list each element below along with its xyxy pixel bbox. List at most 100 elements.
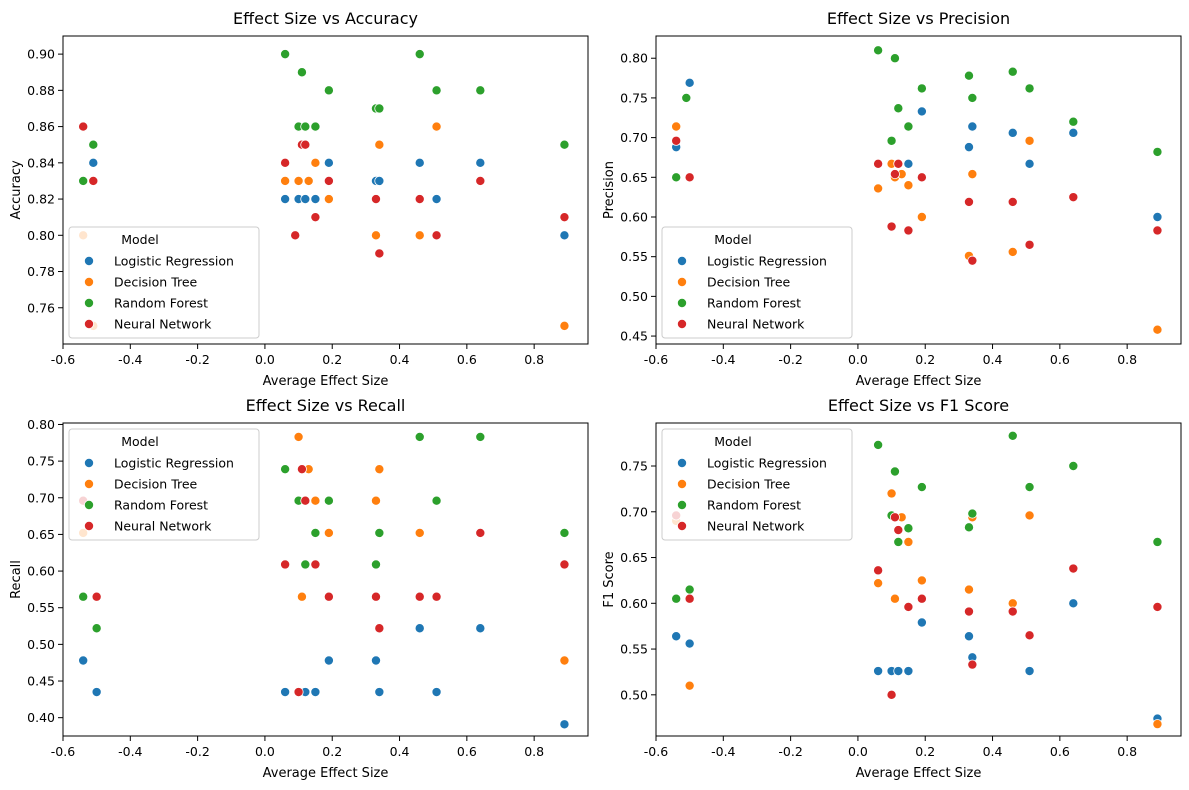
x-tick-label: 0.8 (1117, 352, 1137, 367)
legend-marker (84, 318, 95, 329)
point-neural-network (475, 527, 486, 538)
x-tick-label: 0.0 (255, 352, 275, 367)
point-random-forest (681, 92, 692, 103)
point-random-forest (280, 49, 291, 60)
point-logistic-regression (300, 194, 311, 205)
point-logistic-regression (893, 666, 904, 677)
point-random-forest (963, 522, 974, 533)
legend-label: Decision Tree (114, 275, 198, 290)
point-neural-network (963, 196, 974, 207)
y-tick-label: 0.76 (27, 300, 55, 315)
y-axis-label: F1 Score (602, 551, 617, 607)
point-neural-network (475, 175, 486, 186)
legend-label: Logistic Regression (114, 456, 234, 471)
y-tick-label: 0.50 (27, 637, 55, 652)
legend-label: Neural Network (114, 519, 212, 534)
y-tick-label: 0.55 (620, 642, 648, 657)
point-neural-network (431, 230, 442, 241)
point-decision-tree (1024, 510, 1035, 521)
legend-label: Neural Network (707, 317, 805, 332)
legend-marker (84, 276, 95, 287)
legend-marker (84, 457, 95, 468)
y-tick-label: 0.75 (620, 90, 648, 105)
point-neural-network (323, 591, 334, 602)
x-tick-label: -0.6 (51, 744, 75, 759)
point-neural-network (91, 591, 102, 602)
x-tick-label: 0.4 (983, 744, 1003, 759)
point-logistic-regression (431, 194, 442, 205)
point-decision-tree (671, 121, 682, 132)
point-neural-network (300, 495, 311, 506)
legend: Model Logistic Regression Decision Tree Ran… (661, 226, 853, 339)
point-decision-tree (873, 578, 884, 589)
point-random-forest (671, 172, 682, 183)
point-logistic-regression (280, 194, 291, 205)
x-tick-label: 0.2 (322, 744, 342, 759)
x-tick-label: -0.6 (644, 352, 668, 367)
x-tick-label: -0.2 (778, 352, 802, 367)
legend-title: Model (121, 232, 159, 247)
point-random-forest (1007, 430, 1018, 441)
y-tick-label: 0.90 (27, 47, 55, 62)
point-logistic-regression (414, 157, 425, 168)
point-decision-tree (280, 175, 291, 186)
legend-marker (84, 521, 95, 532)
point-random-forest (78, 175, 89, 186)
y-tick-label: 0.50 (620, 687, 648, 702)
point-neural-network (310, 212, 321, 223)
point-neural-network (1068, 192, 1079, 203)
y-axis-label: Accuracy (9, 160, 24, 220)
point-random-forest (280, 464, 291, 475)
point-random-forest (1007, 66, 1018, 77)
point-neural-network (903, 225, 914, 236)
scatter-points (78, 431, 570, 730)
chart-panel-3: Effect Size vs Recall -0.6 -0.4 -0.2 0.0 0.2 0… (9, 396, 589, 781)
point-decision-tree (873, 183, 884, 194)
point-decision-tree (370, 230, 381, 241)
legend-marker (84, 499, 95, 510)
point-neural-network (893, 158, 904, 169)
point-logistic-regression (916, 106, 927, 117)
point-random-forest (1152, 146, 1163, 157)
y-tick-label: 0.40 (27, 710, 55, 725)
chart-panel-4: Effect Size vs F1 Score -0.6 -0.4 -0.2 0.0 0.… (602, 396, 1182, 781)
point-random-forest (873, 439, 884, 450)
point-neural-network (889, 169, 900, 180)
point-random-forest (323, 495, 334, 506)
point-logistic-regression (963, 631, 974, 642)
y-tick-label: 0.70 (620, 504, 648, 519)
legend-box (661, 226, 853, 339)
point-logistic-regression (903, 666, 914, 677)
point-decision-tree (374, 464, 385, 475)
legend: Model Logistic Regression Decision Tree Ran… (68, 226, 260, 339)
legend-label: Logistic Regression (707, 254, 827, 269)
point-neural-network (323, 175, 334, 186)
point-neural-network (1007, 606, 1018, 617)
y-tick-label: 0.75 (27, 454, 55, 469)
x-tick-label: 0.4 (390, 352, 410, 367)
point-neural-network (370, 591, 381, 602)
point-decision-tree (967, 169, 978, 180)
point-neural-network (300, 139, 311, 150)
point-logistic-regression (684, 638, 695, 649)
x-tick-label: 0.6 (1050, 352, 1070, 367)
point-logistic-regression (374, 175, 385, 186)
point-neural-network (431, 591, 442, 602)
point-random-forest (475, 85, 486, 96)
x-axis-label: Average Effect Size (263, 766, 389, 781)
y-tick-label: 0.78 (27, 264, 55, 279)
x-tick-label: 0.2 (915, 744, 935, 759)
legend-label: Decision Tree (707, 275, 791, 290)
x-tick-label: -0.6 (644, 744, 668, 759)
point-random-forest (684, 584, 695, 595)
point-random-forest (671, 593, 682, 604)
point-decision-tree (1152, 324, 1163, 335)
point-logistic-regression (310, 194, 321, 205)
point-logistic-regression (91, 687, 102, 698)
point-logistic-regression (967, 121, 978, 132)
legend-marker (677, 276, 688, 287)
point-random-forest (916, 83, 927, 94)
x-tick-label: 0.8 (1117, 744, 1137, 759)
point-neural-network (78, 121, 89, 132)
